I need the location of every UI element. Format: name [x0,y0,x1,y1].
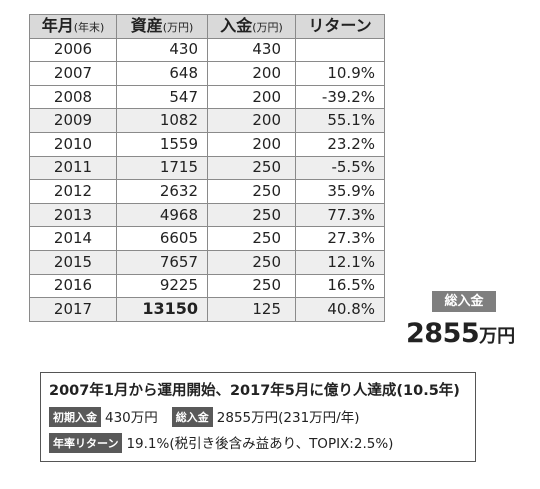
year-cell: 2016 [29,273,117,299]
year-cell: 2006 [29,37,117,63]
deposit-cell: 250 [207,179,296,204]
summary-deposit-row: 初期入金 430万円 総入金 2855万円(231万円/年) [49,406,467,427]
return-cell: 23.2% [295,131,385,157]
annual-return-value: 19.1%(税引き後含み益あり、TOPIX:2.5%) [126,436,394,452]
year-cell: 2009 [29,108,117,133]
table-row: 2017 13150 125 40.8% [29,297,385,322]
table-row: 2016 9225 250 16.5% [29,273,385,299]
summary-return-row: 年率リターン 19.1%(税引き後含み益あり、TOPIX:2.5%) [49,432,467,453]
assets-cell: 1082 [116,108,208,133]
return-cell: 10.9% [295,61,385,86]
deposit-cell: 200 [207,61,296,86]
table-row: 2008 547 200 -39.2% [29,84,385,110]
total-deposit-tag: 総入金 [432,291,496,312]
assets-cell: 4968 [116,202,208,228]
return-cell: -39.2% [295,84,385,110]
header-assets: 資産(万円) [116,14,208,39]
deposit-cell: 250 [207,226,296,251]
assets-cell: 6605 [116,226,208,251]
table-row: 2007 648 200 10.9% [29,61,385,86]
summary-title: 2007年1月から運用開始、2017年5月に億り人達成(10.5年) [49,383,460,399]
returns-table: 年月(年末) 資産(万円) 入金(万円) リターン 2006 430 430 2… [29,14,385,322]
assets-cell: 13150 [116,297,208,322]
table-row: 2015 7657 250 12.1% [29,249,385,275]
deposit-cell: 125 [207,297,296,322]
table-row: 2014 6605 250 27.3% [29,226,385,251]
assets-cell: 7657 [116,249,208,275]
table-row: 2009 1082 200 55.1% [29,108,385,133]
return-cell [295,37,385,63]
header-return: リターン [295,14,385,39]
total-deposit-number: 2855 [406,318,480,349]
table-row: 2006 430 430 [29,37,385,63]
deposit-cell: 430 [207,37,296,63]
assets-cell: 547 [116,84,208,110]
total-deposit-value: 2855万円 [406,318,515,349]
year-cell: 2014 [29,226,117,251]
deposit-cell: 250 [207,249,296,275]
table-row: 2010 1559 200 23.2% [29,131,385,157]
assets-cell: 1715 [116,155,208,181]
assets-cell: 1559 [116,131,208,157]
deposit-cell: 250 [207,273,296,299]
deposit-cell: 200 [207,131,296,157]
year-cell: 2007 [29,61,117,86]
return-cell: -5.5% [295,155,385,181]
assets-cell: 430 [116,37,208,63]
return-cell: 27.3% [295,226,385,251]
table-row: 2012 2632 250 35.9% [29,179,385,204]
year-cell: 2017 [29,297,117,322]
table-header-row: 年月(年末) 資産(万円) 入金(万円) リターン [29,14,385,39]
year-cell: 2015 [29,249,117,275]
return-cell: 40.8% [295,297,385,322]
return-cell: 35.9% [295,179,385,204]
return-cell: 55.1% [295,108,385,133]
year-cell: 2011 [29,155,117,181]
year-cell: 2010 [29,131,117,157]
deposit-cell: 200 [207,108,296,133]
table-row: 2011 1715 250 -5.5% [29,155,385,181]
total-deposit-unit: 万円 [479,326,516,347]
header-deposit: 入金(万円) [207,14,296,39]
assets-cell: 9225 [116,273,208,299]
assets-cell: 648 [116,61,208,86]
year-cell: 2012 [29,179,117,204]
deposit-cell: 250 [207,155,296,181]
year-cell: 2008 [29,84,117,110]
total-deposit-summary-tag: 総入金 [171,407,213,427]
header-year: 年月(年末) [29,14,117,39]
return-cell: 16.5% [295,273,385,299]
initial-deposit-tag: 初期入金 [49,407,101,427]
return-cell: 12.1% [295,249,385,275]
deposit-cell: 200 [207,84,296,110]
year-cell: 2013 [29,202,117,228]
total-deposit-summary-value: 2855万円(231万円/年) [216,410,360,426]
assets-cell: 2632 [116,179,208,204]
initial-deposit-value: 430万円 [105,410,158,426]
deposit-cell: 250 [207,202,296,228]
return-cell: 77.3% [295,202,385,228]
table-row: 2013 4968 250 77.3% [29,202,385,228]
annual-return-tag: 年率リターン [49,433,123,453]
summary-box: 2007年1月から運用開始、2017年5月に億り人達成(10.5年) 初期入金 4… [40,372,476,462]
